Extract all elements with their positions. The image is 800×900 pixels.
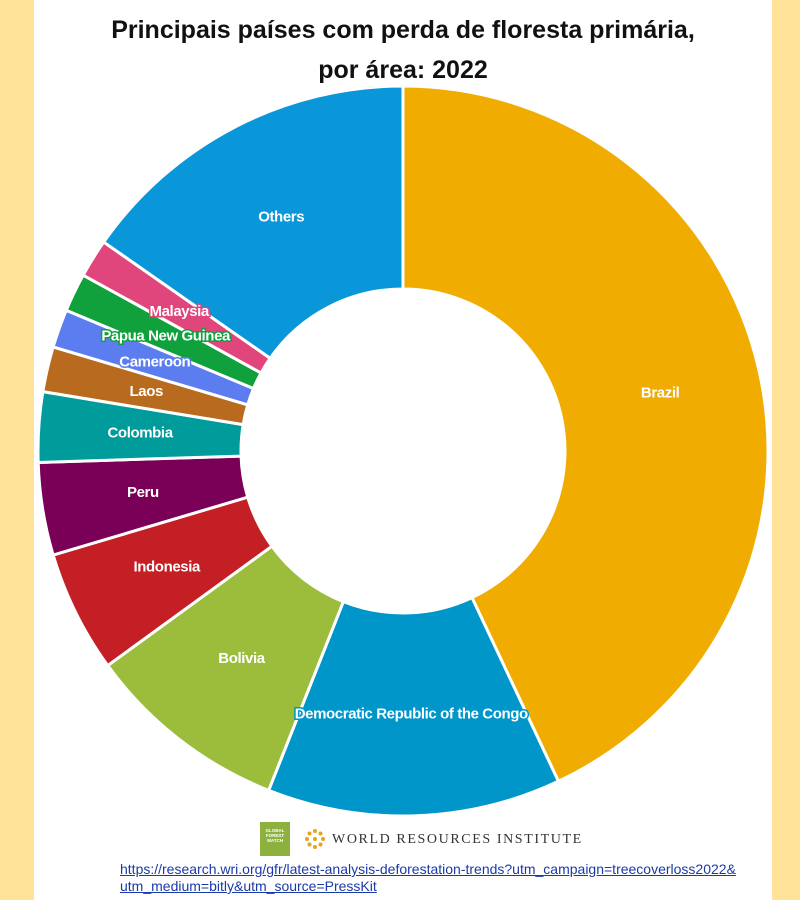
slice-democratic-republic-of-the-congo bbox=[266, 595, 561, 818]
slice-label-brazil: Brazil bbox=[641, 384, 680, 401]
chart-title-line-1: Principais países com perda de floresta … bbox=[111, 16, 695, 44]
slice-brazil bbox=[401, 84, 770, 784]
slice-label-peru: Peru bbox=[127, 484, 159, 501]
source-link[interactable]: https://research.wri.org/gfr/latest-anal… bbox=[120, 861, 736, 894]
slice-label-malaysia: Malaysia bbox=[150, 303, 210, 320]
wri-logo-icon bbox=[305, 829, 325, 849]
slice-label-cameroon: Cameroon bbox=[119, 353, 190, 370]
gfw-logo: GLOBAL FOREST WATCH bbox=[260, 822, 290, 856]
slice-label-others: Others bbox=[258, 208, 304, 225]
slice-label-laos: Laos bbox=[130, 383, 163, 400]
donut-chart: Brazil Democratic Republic of the Congo Bo… bbox=[36, 84, 770, 818]
slice-label-democratic-republic-of-the-congo: Democratic Republic of the Congo bbox=[295, 705, 528, 722]
slice-label-bolivia: Bolivia bbox=[218, 650, 265, 667]
wri-logo-text: WORLD RESOURCES INSTITUTE bbox=[332, 832, 583, 847]
slice-label-papua-new-guinea: Papua New Guinea bbox=[101, 328, 231, 345]
chart-card: Principais países com perda de floresta … bbox=[34, 0, 772, 900]
slice-label-colombia: Colombia bbox=[108, 425, 174, 442]
slice-others bbox=[101, 84, 405, 361]
chart-title-line-2: por área: 2022 bbox=[318, 56, 488, 84]
logo-bar: GLOBAL FOREST WATCH WORLD RESOURCES INST… bbox=[34, 822, 772, 858]
chart-title: Principais países com perda de floresta … bbox=[34, 10, 772, 90]
slice-label-indonesia: Indonesia bbox=[134, 559, 201, 576]
